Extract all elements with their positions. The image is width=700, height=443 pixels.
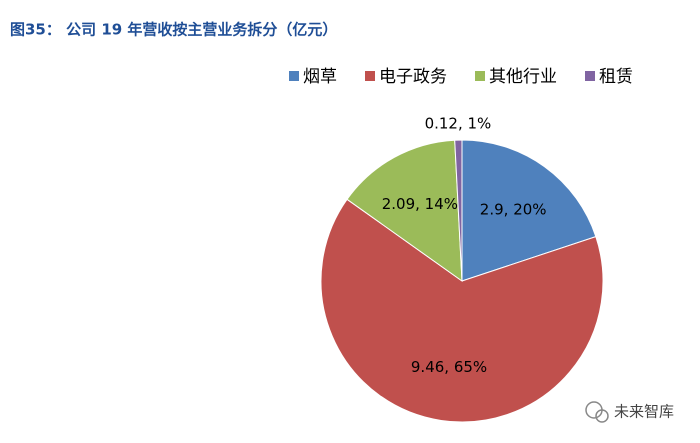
legend-swatch xyxy=(475,71,485,81)
data-label: 0.12, 1% xyxy=(425,115,492,133)
data-label: 2.9, 20% xyxy=(480,201,547,219)
data-label: 9.46, 65% xyxy=(411,358,487,376)
watermark-text: 未来智库 xyxy=(614,403,674,421)
legend-label: 租赁 xyxy=(599,67,633,87)
legend-swatch xyxy=(289,71,299,81)
legend-label: 电子政务 xyxy=(379,67,447,87)
legend-label: 其他行业 xyxy=(489,67,557,87)
pie-slice xyxy=(320,198,604,423)
watermark: 未来智库 xyxy=(585,401,674,423)
watermark-icon xyxy=(595,409,609,423)
chart-title: 图35： 公司 19 年营收按主营业务拆分（亿元） xyxy=(10,21,337,39)
pie-slice xyxy=(454,139,463,282)
pie-slice xyxy=(346,139,463,283)
data-label: 2.09, 14% xyxy=(382,195,458,213)
pie-slice xyxy=(461,139,597,282)
legend-label: 烟草 xyxy=(303,67,337,87)
legend-swatch xyxy=(585,71,595,81)
legend-swatch xyxy=(365,71,375,81)
